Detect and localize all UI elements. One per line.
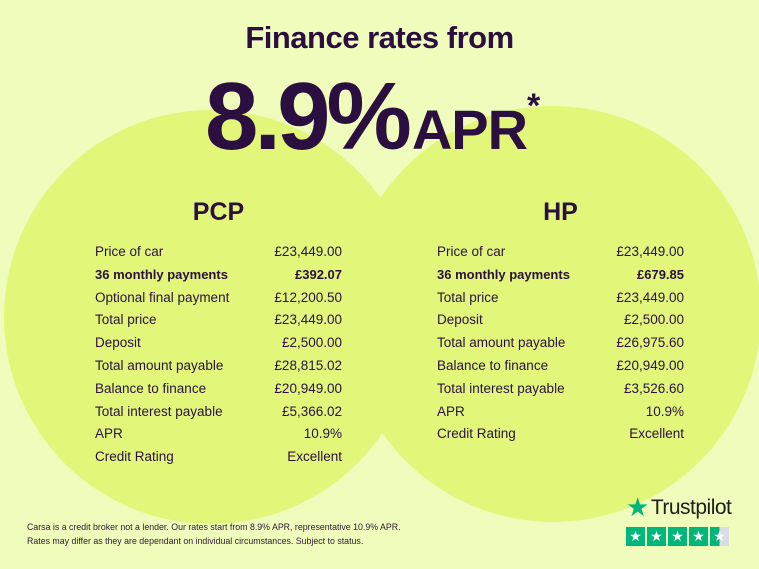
asterisk: * bbox=[527, 87, 541, 125]
row-value: £23,449.00 bbox=[616, 289, 684, 305]
hp-title: HP bbox=[543, 198, 578, 226]
table-row: Total price £23,449.00 bbox=[95, 309, 342, 332]
row-value: £3,526.60 bbox=[623, 380, 684, 396]
trustpilot-rating: ★ ★ ★ ★ ★ bbox=[626, 527, 731, 546]
row-label: Deposit bbox=[95, 335, 141, 351]
row-label: Optional final payment bbox=[95, 289, 230, 305]
row-value: £12,200.50 bbox=[274, 289, 342, 305]
table-row: Total interest payable £3,526.60 bbox=[437, 378, 684, 401]
pcp-title: PCP bbox=[192, 198, 245, 226]
row-label: 36 monthly payments bbox=[95, 266, 228, 282]
row-label: Total amount payable bbox=[95, 357, 224, 373]
row-value: £2,500.00 bbox=[623, 312, 684, 328]
row-value: £23,449.00 bbox=[274, 244, 342, 259]
table-row: 36 monthly payments £392.07 bbox=[95, 264, 342, 287]
row-value: £392.07 bbox=[295, 266, 342, 282]
star-icon: ★ bbox=[689, 527, 708, 546]
row-label: Total interest payable bbox=[95, 403, 223, 419]
trustpilot-star-icon: ★ bbox=[626, 492, 649, 522]
disclaimer-line-1: Carsa is a credit broker not a lender. O… bbox=[27, 522, 401, 532]
rate-suffix: APR bbox=[411, 98, 528, 161]
row-label: Price of car bbox=[95, 244, 164, 259]
row-label: Credit Rating bbox=[437, 426, 516, 442]
row-label: Total interest payable bbox=[437, 380, 565, 396]
row-label: Total price bbox=[95, 312, 157, 328]
row-label: Balance to finance bbox=[95, 380, 207, 396]
trustpilot-badge: ★ Trustpilot ★ ★ ★ ★ ★ bbox=[626, 492, 732, 546]
table-row: Price of car £23,449.00 bbox=[95, 241, 342, 264]
table-row: 36 monthly payments £679.85 bbox=[437, 264, 684, 287]
table-row: Total amount payable £28,815.02 bbox=[95, 355, 342, 378]
headline: Finance rates from bbox=[245, 20, 514, 55]
row-value: £20,949.00 bbox=[616, 357, 684, 373]
trustpilot-name: Trustpilot bbox=[650, 495, 732, 519]
table-row: Price of car £23,449.00 bbox=[437, 241, 684, 264]
table-row: Total price £23,449.00 bbox=[437, 287, 684, 310]
row-value: £2,500.00 bbox=[281, 335, 342, 351]
table-row: Total interest payable £5,366.02 bbox=[95, 401, 342, 424]
row-value: Excellent bbox=[629, 426, 684, 442]
disclaimer-line-2: Rates may differ as they are dependant o… bbox=[27, 536, 364, 546]
star-icon: ★ bbox=[668, 527, 687, 546]
pcp-table: PCP Price of car £23,449.00 36 monthly pay… bbox=[95, 198, 342, 469]
rate-value: 8.9% bbox=[205, 63, 412, 170]
row-label: APR bbox=[95, 426, 123, 442]
row-value: Excellent bbox=[287, 449, 342, 465]
row-label: Price of car bbox=[437, 244, 506, 259]
rate-display: 8.9%APR* bbox=[205, 62, 540, 172]
hp-table: HP Price of car £23,449.00 36 monthly paym… bbox=[437, 198, 684, 446]
row-value: £679.85 bbox=[637, 266, 684, 282]
table-row: Total amount payable £26,975.60 bbox=[437, 332, 684, 355]
row-label: Total amount payable bbox=[437, 335, 566, 351]
table-row: APR 10.9% bbox=[95, 423, 342, 446]
row-value: £23,449.00 bbox=[274, 312, 342, 328]
row-value: 10.9% bbox=[645, 403, 684, 419]
table-row: Deposit £2,500.00 bbox=[95, 332, 342, 355]
row-label: 36 monthly payments bbox=[437, 266, 570, 282]
row-value: £28,815.02 bbox=[274, 357, 342, 373]
row-value: 10.9% bbox=[303, 426, 342, 442]
table-row: Balance to finance £20,949.00 bbox=[95, 378, 342, 401]
star-icon: ★ bbox=[710, 527, 729, 546]
row-label: Balance to finance bbox=[437, 357, 549, 373]
table-row: APR 10.9% bbox=[437, 401, 684, 424]
background-circle-right bbox=[345, 106, 759, 522]
trustpilot-logo: ★ Trustpilot bbox=[626, 492, 732, 523]
row-value: £20,949.00 bbox=[274, 380, 342, 396]
row-label: Total price bbox=[437, 289, 499, 305]
row-label: Deposit bbox=[437, 312, 483, 328]
table-row: Balance to finance £20,949.00 bbox=[437, 355, 684, 378]
table-row: Credit Rating Excellent bbox=[95, 446, 342, 469]
row-label: Credit Rating bbox=[95, 449, 174, 465]
row-label: APR bbox=[437, 403, 465, 419]
table-row: Credit Rating Excellent bbox=[437, 423, 684, 446]
star-icon: ★ bbox=[647, 527, 666, 546]
table-row: Deposit £2,500.00 bbox=[437, 309, 684, 332]
star-icon: ★ bbox=[626, 527, 645, 546]
row-value: £5,366.02 bbox=[281, 403, 342, 419]
row-value: £23,449.00 bbox=[616, 244, 684, 259]
row-value: £26,975.60 bbox=[616, 335, 684, 351]
table-row: Optional final payment £12,200.50 bbox=[95, 287, 342, 310]
disclaimer: Carsa is a credit broker not a lender. O… bbox=[27, 520, 401, 548]
